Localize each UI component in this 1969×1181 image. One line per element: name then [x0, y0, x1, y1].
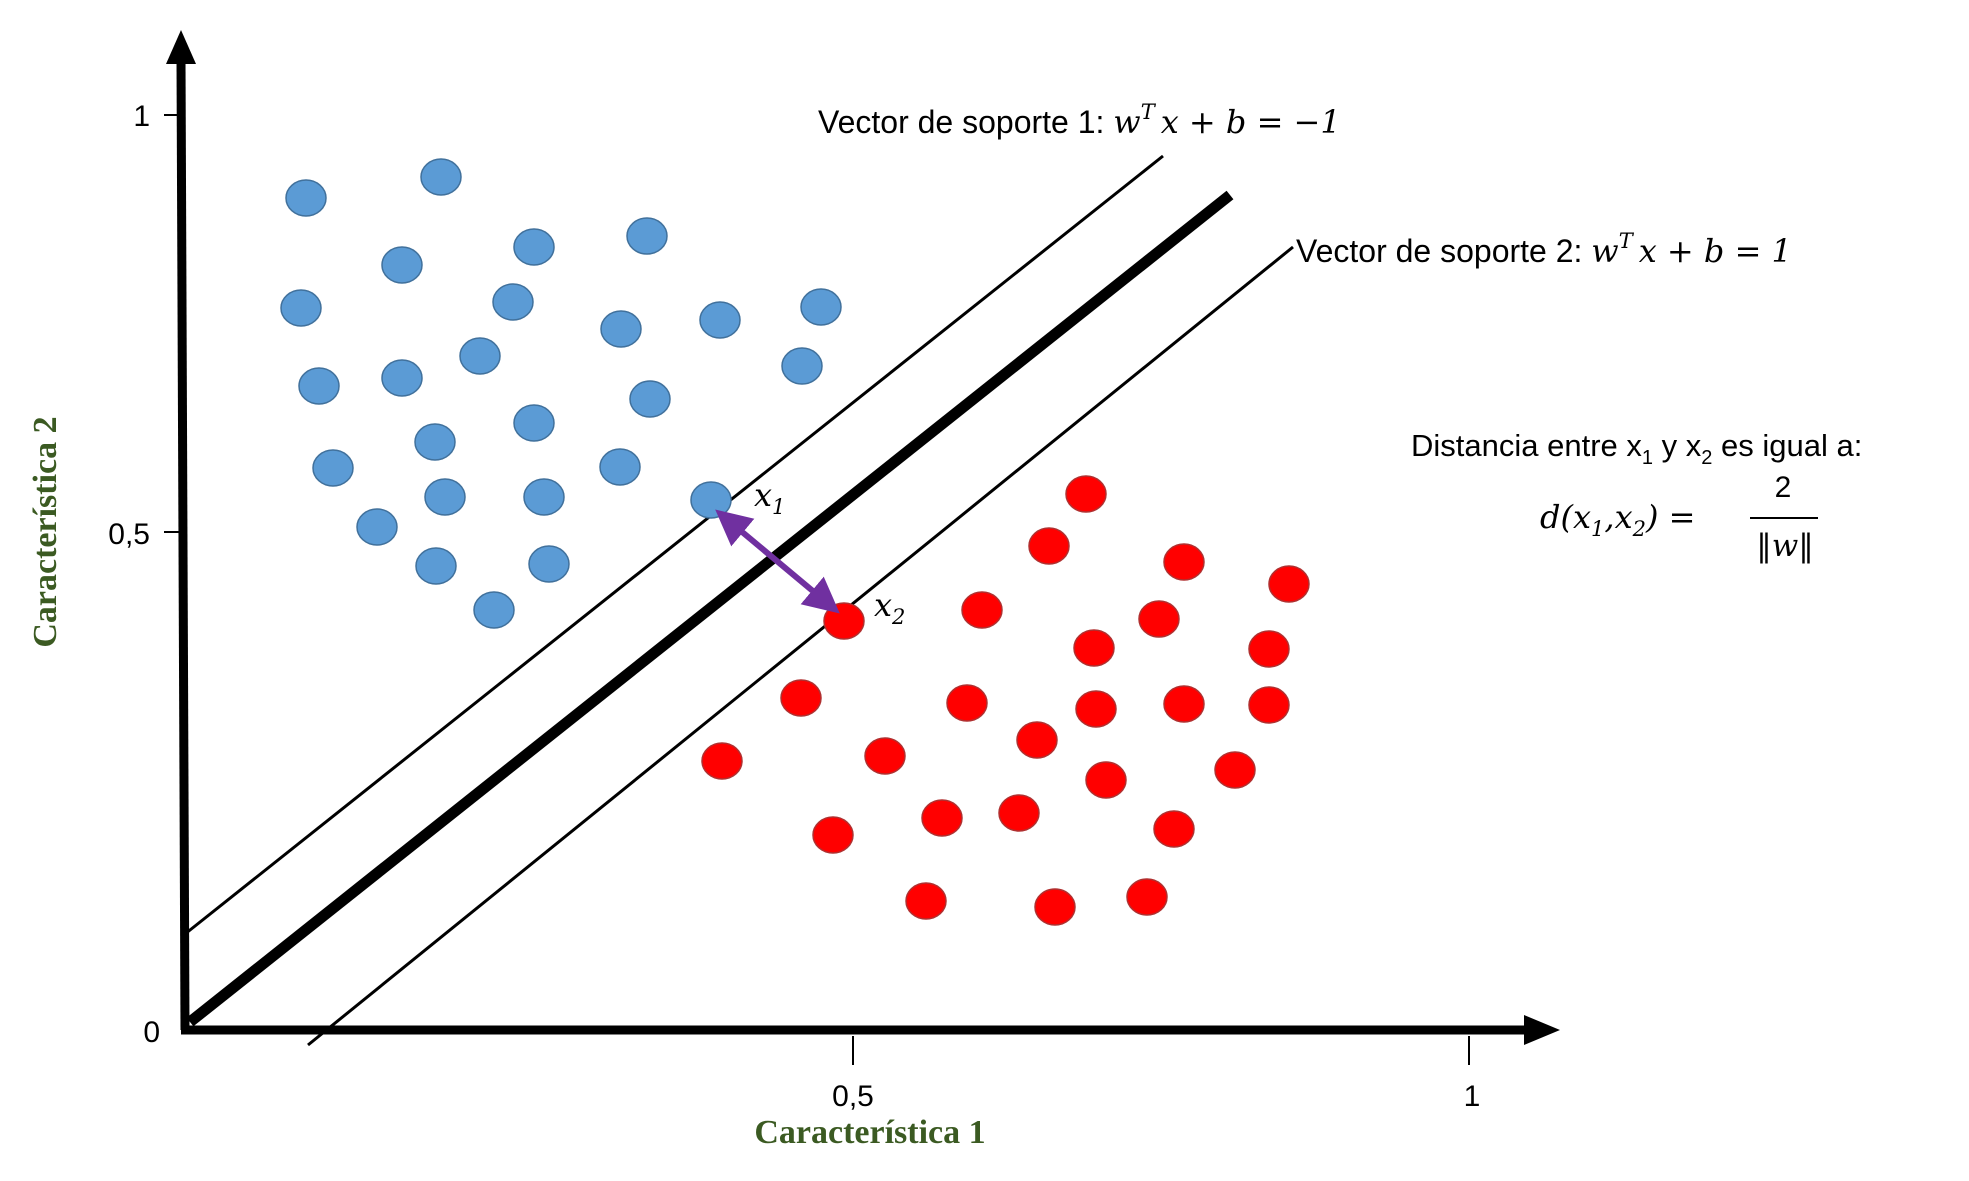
class-a-point [626, 217, 668, 255]
class-a-point [492, 283, 534, 321]
class-a-point [473, 591, 515, 629]
class-b-point [1085, 761, 1127, 799]
class-b-point [1016, 721, 1058, 759]
class-b-point [1075, 690, 1117, 728]
class-a-point [600, 310, 642, 348]
class-b-point [946, 684, 988, 722]
class-b-point [961, 591, 1003, 629]
class-a-point [414, 423, 456, 461]
class-b-point [1163, 685, 1205, 723]
class-b-point [1138, 600, 1180, 638]
class-a-point [280, 289, 322, 327]
hyperplanes [184, 154, 1294, 1047]
decision-boundary-line [186, 190, 1234, 1027]
class-a-point [513, 228, 555, 266]
x1-label: x1 [754, 476, 785, 519]
class-b-point [1028, 527, 1070, 565]
y-axis-line [176, 59, 190, 1031]
class-a-point [599, 448, 641, 486]
class-b-point [1065, 475, 1107, 513]
class-b-point [1248, 630, 1290, 668]
class-b-point [1153, 810, 1195, 848]
distance-formula-lhs: d(x1,x2) = [1540, 498, 1695, 541]
class-b-point [998, 794, 1040, 832]
class-b-point [1073, 629, 1115, 667]
class-a-point [298, 367, 340, 405]
class-b-point [864, 737, 906, 775]
distance-denominator: ‖w‖ [1756, 528, 1814, 564]
x2-label: x2 [874, 586, 905, 629]
class-a-point [420, 158, 462, 196]
class-b-point [1034, 888, 1076, 926]
class-b-point [780, 679, 822, 717]
y-tick-label-05: 0,5 [108, 518, 150, 551]
class-b-point [812, 816, 854, 854]
class-a-points [280, 158, 842, 629]
x-axis-label: Característica 1 [754, 1114, 985, 1151]
class-a-point [459, 337, 501, 375]
x-axis-arrow [1524, 1015, 1560, 1045]
class-a-point [285, 179, 327, 217]
y-axis-label: Característica 2 [27, 416, 64, 647]
class-a-point [513, 404, 555, 442]
class-a-point-x1 [690, 481, 732, 519]
support-vector-line-1 [184, 154, 1164, 936]
class-b-point [905, 882, 947, 920]
class-a-point [424, 478, 466, 516]
class-b-point [1248, 686, 1290, 724]
class-a-point [800, 288, 842, 326]
support-vector-line-2 [307, 245, 1294, 1047]
class-a-point [381, 246, 423, 284]
class-a-point [629, 380, 671, 418]
support-vector-1-label: Vector de soporte 1: wT x + b = −1 [818, 100, 1341, 141]
class-b-point [701, 742, 743, 780]
class-b-point-x2 [823, 602, 865, 640]
distance-numerator: 2 [1775, 471, 1792, 504]
class-a-point [528, 545, 570, 583]
class-a-point [523, 478, 565, 516]
class-b-point [1126, 878, 1168, 916]
class-b-point [1214, 751, 1256, 789]
distance-intro: Distancia entre x1 y x2 es igual a: [1411, 428, 1862, 469]
margin-arrow [715, 509, 840, 614]
class-a-point [356, 508, 398, 546]
class-a-point [381, 359, 423, 397]
class-b-point [1163, 543, 1205, 581]
class-b-point [921, 799, 963, 837]
x-tick-label-05: 0,5 [832, 1080, 874, 1113]
axes: 1 0,5 0 0,5 1 Característica 1 Caracterí… [27, 30, 1560, 1151]
class-a-point [415, 547, 457, 585]
class-a-point [781, 347, 823, 385]
y-tick-label-0: 0 [143, 1016, 160, 1049]
x-tick-label-1: 1 [1464, 1080, 1481, 1113]
y-axis-arrow [166, 30, 196, 64]
y-tick-label-1: 1 [133, 100, 150, 133]
class-a-point [699, 301, 741, 339]
class-b-point [1268, 565, 1310, 603]
class-a-point [312, 449, 354, 487]
support-vector-2-label: Vector de soporte 2: wT x + b = 1 [1296, 229, 1792, 270]
